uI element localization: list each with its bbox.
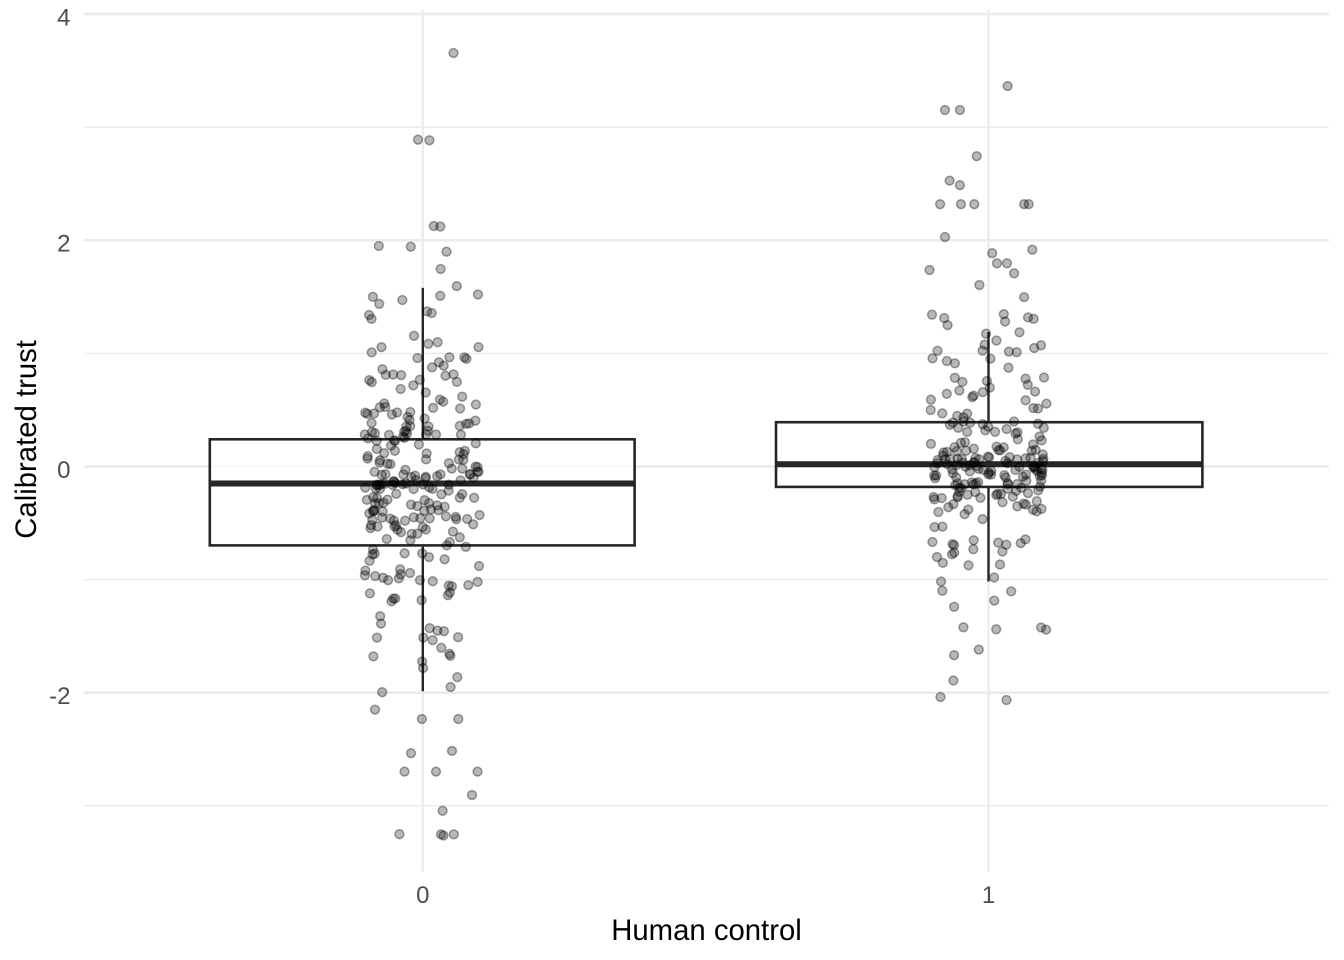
svg-text:Human control: Human control	[611, 914, 802, 947]
svg-text:0: 0	[416, 882, 429, 909]
svg-text:2: 2	[57, 231, 70, 258]
svg-text:-2: -2	[49, 683, 70, 710]
svg-text:1: 1	[982, 882, 995, 909]
svg-text:0: 0	[57, 457, 70, 484]
svg-text:Calibrated trust: Calibrated trust	[10, 340, 43, 539]
svg-text:4: 4	[57, 4, 70, 31]
